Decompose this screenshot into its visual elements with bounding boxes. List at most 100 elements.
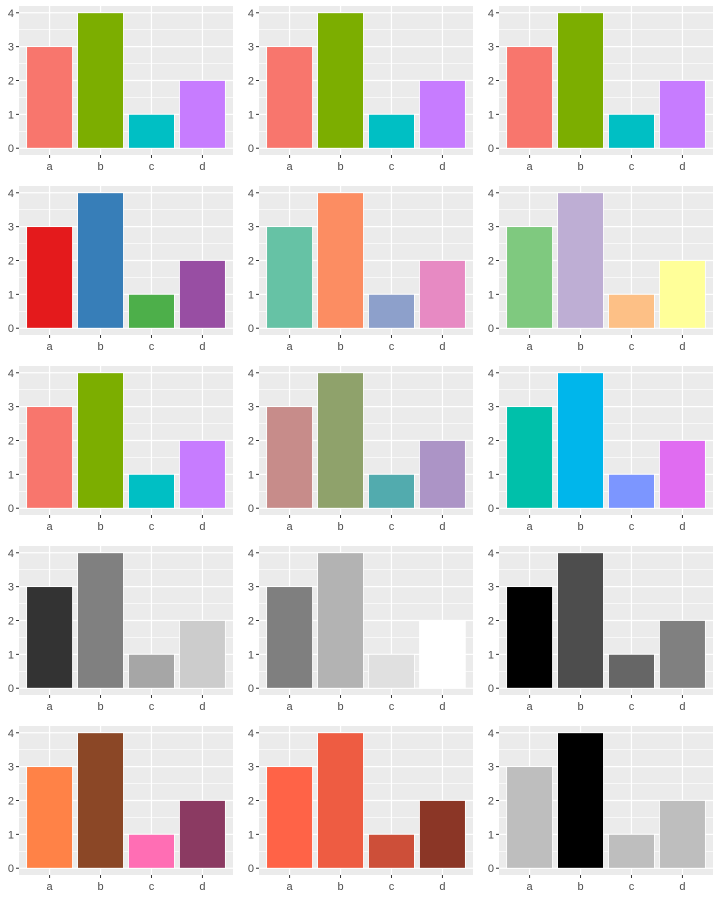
bar-chart-panel-11: 0 1 2 3 4 a b c d bbox=[240, 540, 480, 720]
bar-c bbox=[368, 113, 415, 149]
bar-c bbox=[608, 113, 655, 149]
y-tick-label: 1 bbox=[488, 649, 494, 661]
x-tick-label: a bbox=[287, 341, 294, 353]
bar-d bbox=[419, 80, 466, 149]
x-tick-label: a bbox=[527, 161, 534, 173]
y-tick-label: 4 bbox=[8, 548, 14, 560]
x-tick-label: c bbox=[389, 161, 395, 173]
x-tick-label: d bbox=[199, 521, 205, 533]
x-tick-label: a bbox=[47, 341, 54, 353]
bar-a bbox=[266, 766, 313, 869]
y-tick-label: 4 bbox=[488, 188, 494, 200]
x-tick-label: d bbox=[439, 521, 445, 533]
y-tick-label: 0 bbox=[8, 683, 14, 695]
bar-chart-panel-3: 0 1 2 3 4 a b c d bbox=[480, 0, 720, 180]
y-tick-label: 1 bbox=[8, 469, 14, 481]
x-tick-label: d bbox=[439, 701, 445, 713]
y-tick-label: 3 bbox=[248, 402, 254, 414]
bar-d bbox=[179, 440, 226, 509]
y-tick-label: 3 bbox=[248, 222, 254, 234]
bar-chart-panel-12: 0 1 2 3 4 a b c d bbox=[480, 540, 720, 720]
bar-c bbox=[608, 653, 655, 689]
bar-chart-panel-2: 0 1 2 3 4 a b c d bbox=[240, 0, 480, 180]
bar-d bbox=[179, 80, 226, 149]
bar-a bbox=[506, 46, 553, 149]
bar-chart-panel-5: 0 1 2 3 4 a b c d bbox=[240, 180, 480, 360]
bar-b bbox=[557, 192, 604, 329]
x-tick-label: d bbox=[679, 341, 685, 353]
x-tick-label: c bbox=[149, 521, 155, 533]
bar-d bbox=[179, 260, 226, 329]
bar-b bbox=[77, 552, 124, 689]
x-tick-label: c bbox=[629, 161, 635, 173]
y-tick-label: 2 bbox=[8, 616, 14, 628]
bar-chart-panel-9: 0 1 2 3 4 a b c d bbox=[480, 360, 720, 540]
bar-d bbox=[659, 260, 706, 329]
y-tick-label: 0 bbox=[248, 863, 254, 875]
x-tick-label: d bbox=[199, 341, 205, 353]
y-tick-label: 3 bbox=[8, 42, 14, 54]
bar-chart-panel-1: 0 1 2 3 4 a b c d bbox=[0, 0, 240, 180]
bar-a bbox=[266, 406, 313, 509]
y-tick-label: 2 bbox=[248, 436, 254, 448]
x-tick-label: d bbox=[679, 701, 685, 713]
x-tick-label: b bbox=[577, 881, 583, 893]
y-tick-label: 3 bbox=[248, 42, 254, 54]
y-tick-label: 2 bbox=[248, 76, 254, 88]
bar-a bbox=[506, 226, 553, 329]
bar-b bbox=[317, 732, 364, 869]
y-tick-label: 0 bbox=[8, 503, 14, 515]
y-tick-label: 2 bbox=[248, 256, 254, 268]
x-tick-label: b bbox=[337, 521, 343, 533]
y-tick-label: 3 bbox=[248, 582, 254, 594]
x-tick-label: d bbox=[439, 881, 445, 893]
bar-b bbox=[77, 732, 124, 869]
y-tick-label: 2 bbox=[248, 796, 254, 808]
y-tick-label: 0 bbox=[248, 143, 254, 155]
y-tick-label: 4 bbox=[488, 548, 494, 560]
y-tick-label: 0 bbox=[248, 683, 254, 695]
x-tick-label: c bbox=[149, 341, 155, 353]
bar-a bbox=[26, 766, 73, 869]
y-tick-label: 1 bbox=[488, 469, 494, 481]
y-tick-label: 4 bbox=[8, 188, 14, 200]
bar-chart-panel-15: 0 1 2 3 4 a b c d bbox=[480, 720, 720, 900]
bar-a bbox=[26, 406, 73, 509]
x-tick-label: a bbox=[287, 161, 294, 173]
y-tick-label: 4 bbox=[488, 728, 494, 740]
bar-chart-panel-6: 0 1 2 3 4 a b c d bbox=[480, 180, 720, 360]
y-tick-label: 1 bbox=[8, 289, 14, 301]
y-tick-label: 4 bbox=[488, 8, 494, 20]
x-tick-label: b bbox=[337, 881, 343, 893]
y-tick-label: 4 bbox=[8, 368, 14, 380]
bar-c bbox=[608, 833, 655, 869]
x-tick-label: c bbox=[629, 341, 635, 353]
y-tick-label: 2 bbox=[8, 256, 14, 268]
bar-b bbox=[317, 552, 364, 689]
bar-d bbox=[419, 260, 466, 329]
x-tick-label: d bbox=[199, 701, 205, 713]
y-tick-label: 0 bbox=[488, 503, 494, 515]
y-tick-label: 3 bbox=[488, 222, 494, 234]
bar-a bbox=[266, 46, 313, 149]
y-tick-label: 1 bbox=[488, 289, 494, 301]
bar-a bbox=[506, 766, 553, 869]
y-tick-label: 0 bbox=[248, 323, 254, 335]
y-tick-label: 1 bbox=[248, 109, 254, 121]
y-tick-label: 3 bbox=[8, 402, 14, 414]
x-tick-label: b bbox=[97, 881, 103, 893]
bar-c bbox=[128, 473, 175, 509]
x-tick-label: b bbox=[577, 161, 583, 173]
bar-a bbox=[26, 46, 73, 149]
y-tick-label: 2 bbox=[488, 256, 494, 268]
y-tick-label: 1 bbox=[8, 649, 14, 661]
x-tick-label: d bbox=[199, 881, 205, 893]
bar-chart-panel-10: 0 1 2 3 4 a b c d bbox=[0, 540, 240, 720]
bar-c bbox=[368, 293, 415, 329]
y-tick-label: 2 bbox=[488, 616, 494, 628]
y-tick-label: 4 bbox=[488, 368, 494, 380]
x-tick-label: d bbox=[679, 881, 685, 893]
x-tick-label: b bbox=[577, 341, 583, 353]
bar-c bbox=[128, 653, 175, 689]
